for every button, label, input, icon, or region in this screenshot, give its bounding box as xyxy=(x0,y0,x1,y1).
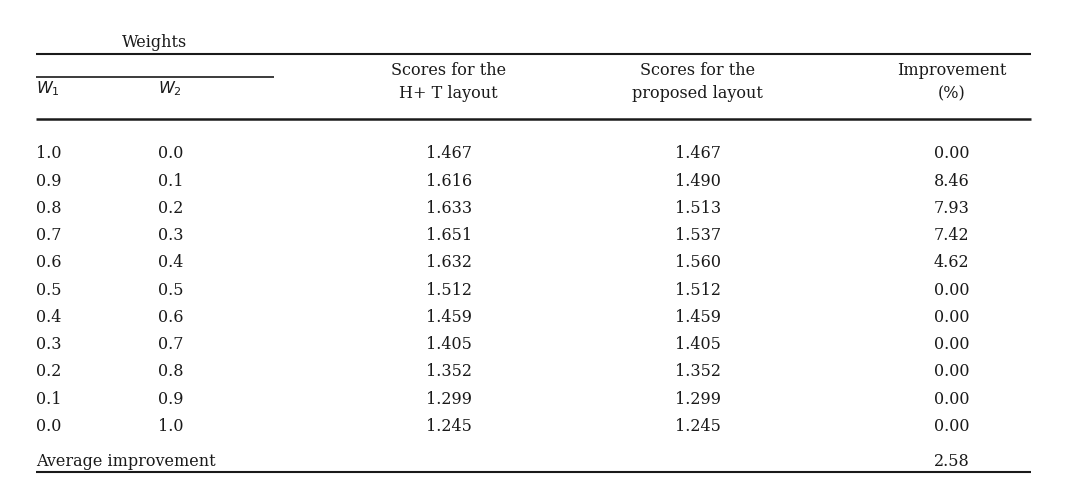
Text: Weights: Weights xyxy=(123,34,188,51)
Text: 1.245: 1.245 xyxy=(426,418,472,435)
Text: 8.46: 8.46 xyxy=(934,172,970,190)
Text: 0.00: 0.00 xyxy=(934,418,970,435)
Text: $W_2$: $W_2$ xyxy=(158,80,181,98)
Text: 1.352: 1.352 xyxy=(426,364,472,380)
Text: Scores for the
proposed layout: Scores for the proposed layout xyxy=(632,61,763,102)
Text: 1.245: 1.245 xyxy=(674,418,720,435)
Text: 7.42: 7.42 xyxy=(934,227,970,244)
Text: 0.2: 0.2 xyxy=(158,200,184,217)
Text: Improvement
(%): Improvement (%) xyxy=(897,61,1006,102)
Text: $W_1$: $W_1$ xyxy=(36,80,60,98)
Text: 1.405: 1.405 xyxy=(426,336,472,353)
Text: 0.00: 0.00 xyxy=(934,309,970,326)
Text: 1.512: 1.512 xyxy=(426,282,472,298)
Text: 1.459: 1.459 xyxy=(674,309,720,326)
Text: 0.8: 0.8 xyxy=(36,200,62,217)
Text: 0.00: 0.00 xyxy=(934,282,970,298)
Text: 1.405: 1.405 xyxy=(674,336,720,353)
Text: 1.0: 1.0 xyxy=(36,145,62,162)
Text: 1.537: 1.537 xyxy=(674,227,720,244)
Text: 0.2: 0.2 xyxy=(36,364,61,380)
Text: 0.1: 0.1 xyxy=(36,391,62,408)
Text: 0.00: 0.00 xyxy=(934,145,970,162)
Text: 1.512: 1.512 xyxy=(674,282,720,298)
Text: 0.5: 0.5 xyxy=(36,282,62,298)
Text: 0.6: 0.6 xyxy=(36,254,62,271)
Text: 1.467: 1.467 xyxy=(426,145,472,162)
Text: Average improvement: Average improvement xyxy=(36,453,216,470)
Text: 1.0: 1.0 xyxy=(158,418,184,435)
Text: 0.3: 0.3 xyxy=(36,336,62,353)
Text: 1.459: 1.459 xyxy=(426,309,472,326)
Text: 0.0: 0.0 xyxy=(158,145,184,162)
Text: 0.9: 0.9 xyxy=(158,391,184,408)
Text: 1.299: 1.299 xyxy=(426,391,472,408)
Text: 0.3: 0.3 xyxy=(158,227,184,244)
Text: 1.560: 1.560 xyxy=(674,254,720,271)
Text: Scores for the
H+ T layout: Scores for the H+ T layout xyxy=(392,61,507,102)
Text: 0.00: 0.00 xyxy=(934,364,970,380)
Text: 1.632: 1.632 xyxy=(426,254,472,271)
Text: 1.299: 1.299 xyxy=(674,391,720,408)
Text: 0.8: 0.8 xyxy=(158,364,184,380)
Text: 0.7: 0.7 xyxy=(158,336,184,353)
Text: 0.00: 0.00 xyxy=(934,336,970,353)
Text: 1.513: 1.513 xyxy=(674,200,720,217)
Text: 0.1: 0.1 xyxy=(158,172,184,190)
Text: 0.4: 0.4 xyxy=(36,309,61,326)
Text: 0.0: 0.0 xyxy=(36,418,61,435)
Text: 0.4: 0.4 xyxy=(158,254,184,271)
Text: 4.62: 4.62 xyxy=(934,254,970,271)
Text: 1.616: 1.616 xyxy=(426,172,472,190)
Text: 1.633: 1.633 xyxy=(426,200,472,217)
Text: 0.6: 0.6 xyxy=(158,309,184,326)
Text: 1.490: 1.490 xyxy=(674,172,720,190)
Text: 2.58: 2.58 xyxy=(934,453,970,470)
Text: 1.651: 1.651 xyxy=(426,227,472,244)
Text: 0.5: 0.5 xyxy=(158,282,184,298)
Text: 0.9: 0.9 xyxy=(36,172,62,190)
Text: 0.00: 0.00 xyxy=(934,391,970,408)
Text: 1.467: 1.467 xyxy=(674,145,720,162)
Text: 7.93: 7.93 xyxy=(934,200,970,217)
Text: 0.7: 0.7 xyxy=(36,227,62,244)
Text: 1.352: 1.352 xyxy=(674,364,720,380)
